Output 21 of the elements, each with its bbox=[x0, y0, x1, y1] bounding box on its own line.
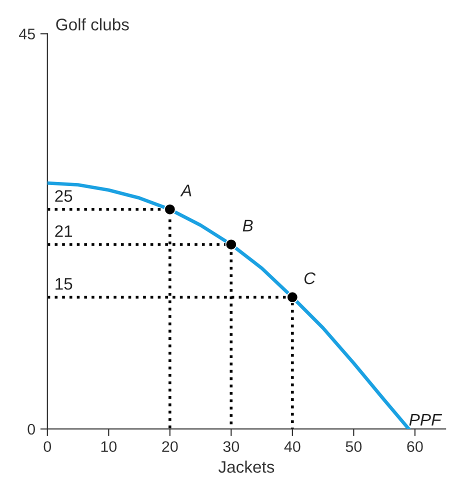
point bbox=[164, 204, 176, 216]
annotation: B bbox=[242, 220, 253, 232]
point bbox=[286, 291, 298, 304]
series-label: PPF bbox=[409, 414, 442, 426]
x-tick-label: 50 bbox=[346, 441, 362, 452]
annotation: 21 bbox=[55, 225, 72, 237]
line-series bbox=[47, 181, 411, 429]
annotation: 15 bbox=[56, 278, 72, 290]
y-axis-title: Golf clubs bbox=[56, 18, 129, 30]
point bbox=[225, 238, 237, 250]
annotation: 25 bbox=[55, 190, 72, 202]
x-tick-label: 40 bbox=[284, 441, 300, 452]
x-tick-label: 20 bbox=[162, 441, 178, 452]
x-axis-title: Jackets bbox=[218, 460, 274, 473]
y-tick-label: 45 bbox=[18, 28, 35, 40]
x-tick-label: 60 bbox=[407, 441, 423, 452]
x-tick-label: 0 bbox=[44, 441, 52, 452]
annotation: C bbox=[304, 272, 316, 284]
x-tick-label: 10 bbox=[101, 441, 117, 452]
x-tick-label: 30 bbox=[223, 441, 240, 452]
annotation: A bbox=[180, 184, 192, 196]
